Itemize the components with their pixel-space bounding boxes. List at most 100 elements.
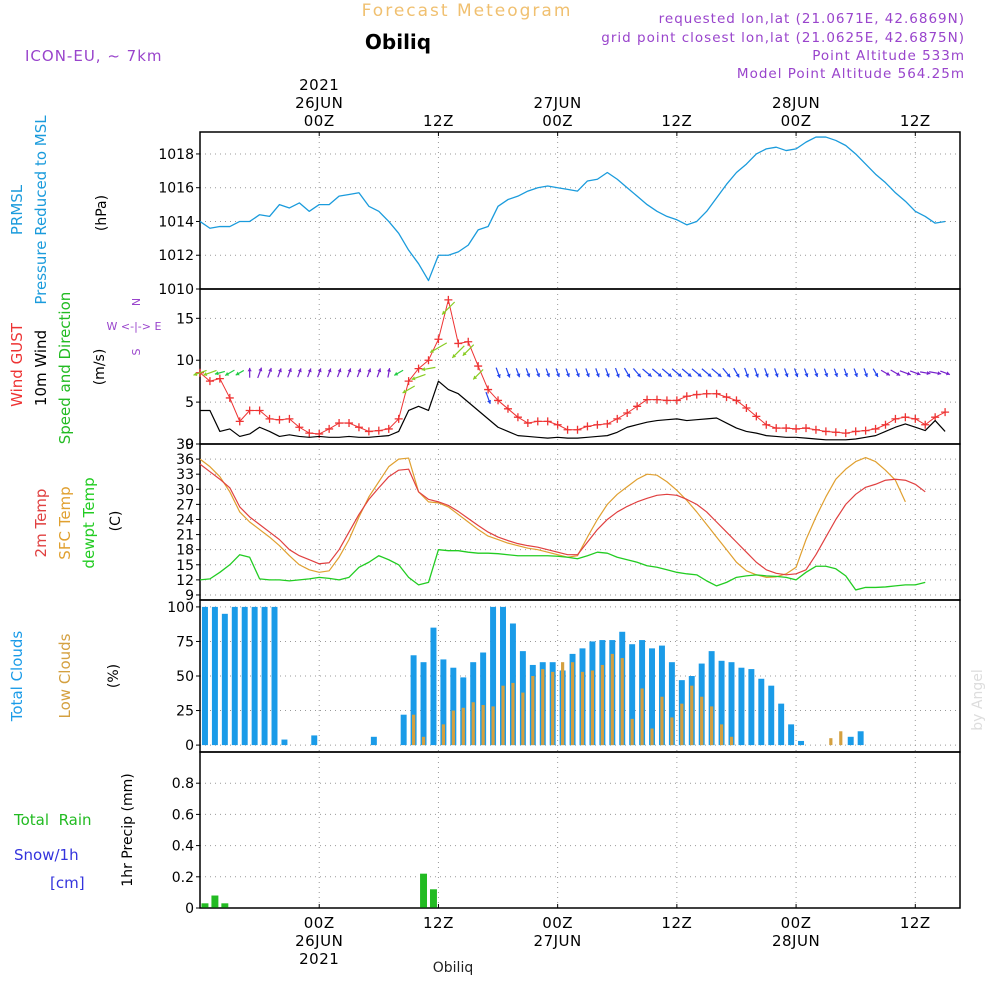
gust-marker — [245, 406, 254, 415]
wind-arrow — [909, 370, 921, 376]
wind-arrow-head — [745, 373, 749, 378]
wind-arrow-head — [536, 373, 541, 378]
gust-marker — [941, 408, 950, 417]
total-cloud-bar — [728, 662, 735, 746]
wind-arrow-head — [916, 371, 921, 376]
ytick-label-temperature: 24 — [176, 512, 194, 528]
low-cloud-bar — [441, 724, 445, 746]
bottom-time-label: 27JUN — [534, 932, 582, 950]
gust-marker — [394, 414, 403, 423]
low-cloud-bar — [541, 669, 545, 746]
gust-marker — [662, 396, 671, 405]
compass-we: W <-|-> E — [107, 320, 162, 333]
wind-arrow-head — [844, 372, 849, 377]
watermark: by Angel — [970, 669, 986, 730]
gust-marker — [603, 419, 612, 428]
gust-marker — [682, 392, 691, 401]
ytick-label-temperature: 39 — [176, 437, 194, 453]
gust-marker — [623, 409, 632, 417]
wind-arrow — [224, 369, 235, 376]
ytick-label-clouds: 75 — [176, 634, 194, 650]
temp-axis-labels: 2m Temp SFC Temp dewpt Temp (C) — [32, 477, 124, 568]
wind-arrow-head — [647, 372, 652, 377]
total-cloud-bar — [201, 606, 208, 746]
total-cloud-bar — [738, 667, 745, 746]
wind-arrow-head — [337, 368, 342, 373]
total-cloud-bar — [430, 627, 437, 746]
top-time-label: 12Z — [900, 112, 931, 130]
wind-arrow — [451, 345, 465, 359]
pressure-label-full: Pressure Reduced to MSL — [32, 115, 50, 305]
gust-marker — [265, 414, 274, 423]
ytick-label-temperature: 15 — [176, 558, 194, 574]
ytick-label-wind: 0 — [185, 437, 194, 453]
gust-marker — [444, 295, 453, 304]
wind-arrow-head — [585, 373, 590, 378]
gust-marker — [494, 396, 503, 405]
top-time-label: 00Z — [542, 112, 573, 130]
gust-marker — [424, 356, 433, 365]
wind-arrow — [356, 368, 362, 378]
wind-arrow-head — [814, 373, 819, 377]
low-cloud-bar — [590, 670, 595, 746]
gust-marker — [891, 414, 900, 423]
low-cloud-bar — [511, 682, 515, 746]
wind-arrow — [691, 368, 702, 378]
wind-arrow — [863, 368, 868, 378]
wind-arrow-head — [297, 368, 302, 373]
ytick-label-temperature: 27 — [176, 497, 194, 513]
wind-arrow-head — [615, 373, 620, 378]
wind-arrow-head — [575, 373, 580, 378]
total-cloud-bar — [480, 652, 487, 746]
total-cloud-bar — [847, 736, 854, 746]
ytick-label-temperature: 12 — [176, 573, 194, 589]
gust-marker — [861, 426, 870, 435]
wind-arrow-head — [546, 373, 551, 378]
wind-arrow-head — [566, 373, 570, 378]
gust-marker — [335, 419, 344, 428]
gust-marker — [782, 424, 791, 433]
wind-arrow-head — [626, 373, 631, 378]
total-cloud-bar — [221, 613, 228, 746]
wind-arrow — [774, 368, 779, 378]
bottom-time-label: 26JUN — [295, 932, 343, 950]
gust-marker — [573, 425, 582, 434]
wind-arrow — [376, 368, 382, 378]
gust-marker — [205, 377, 214, 386]
low-cloud-bar — [610, 653, 614, 746]
top-time-label: 27JUN — [534, 94, 582, 112]
gust-marker — [831, 428, 840, 437]
bottom-time-label: 2021 — [299, 950, 339, 968]
ytick-label-temperature: 30 — [176, 482, 194, 498]
gust-marker — [513, 413, 522, 422]
cloud-axis-labels: Total Clouds Low Clouds (%) — [8, 631, 122, 723]
wind-arrow-head — [937, 371, 942, 376]
wind-arrow — [515, 368, 521, 378]
wind-arrow — [472, 369, 484, 380]
wind-arrow — [575, 368, 580, 378]
wind-arrow — [733, 367, 740, 378]
total-cloud-bar — [400, 714, 407, 746]
total-cloud-bar — [649, 648, 656, 746]
wind-arrow — [843, 368, 849, 378]
wind-arrow-head — [496, 374, 501, 378]
low-cloud-bar — [451, 710, 455, 746]
temp-unit: (C) — [108, 511, 124, 532]
wind-arrow — [366, 368, 372, 378]
wind-arrow-head — [235, 371, 240, 376]
wind-arrow — [421, 366, 436, 372]
wind-arrow-head — [824, 372, 829, 377]
bottom-time-label: 00Z — [304, 914, 335, 932]
ytick-label-pressure: 1012 — [158, 248, 194, 264]
wind-arrow-head — [657, 372, 662, 377]
gust-marker — [921, 420, 930, 429]
wind-arrow-head — [667, 372, 672, 377]
wind-arrow-head — [367, 368, 372, 373]
wind-arrow — [411, 373, 426, 381]
wind-arrow — [853, 368, 858, 378]
wind-arrow — [722, 367, 731, 378]
wind-unit: (m/s) — [92, 349, 108, 386]
ytick-label-wind: 10 — [176, 353, 194, 369]
